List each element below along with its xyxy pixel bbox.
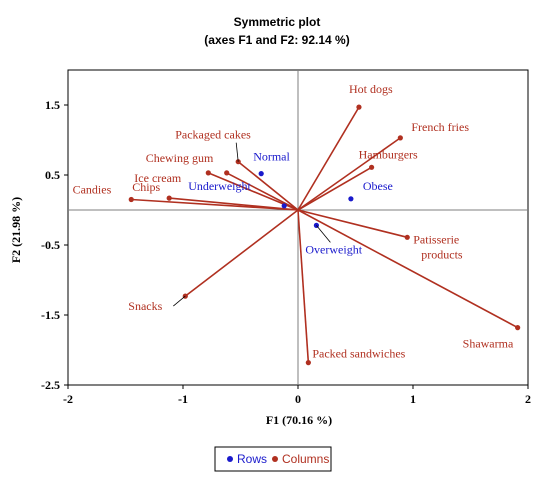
point-candies: [128, 196, 134, 203]
point-chewing-gum: [224, 170, 230, 176]
point-shawarma: [515, 325, 521, 331]
chart-subtitle: (axes F1 and F2: 92.14 %): [204, 33, 349, 47]
vector-chewing-gum: [226, 172, 299, 211]
point-normal: [258, 171, 264, 177]
label-snacks: Snacks: [128, 299, 162, 313]
point-hamburgers: [369, 164, 375, 170]
label-ice-cream: Ice cream: [134, 171, 182, 185]
point-patisserie-products: [404, 234, 410, 240]
leader-packaged-cakes: [235, 142, 239, 162]
label-hot-dogs: Hot dogs: [349, 82, 393, 96]
y-tick-label: -0.5: [41, 238, 60, 252]
x-tick-label: -1: [178, 392, 188, 406]
x-axis-label: F1 (70.16 %): [266, 413, 332, 427]
vector-french-fries: [297, 137, 401, 211]
label-french-fries: French fries: [411, 120, 469, 134]
x-tick-label: 1: [410, 392, 416, 406]
vector-candies: [131, 198, 299, 211]
leader-overweight: [316, 225, 331, 243]
point-ice-cream: [205, 170, 211, 176]
chart-title: Symmetric plot: [234, 15, 321, 29]
label-candies: Candies: [73, 183, 112, 197]
vector-snacks: [184, 209, 299, 297]
label-normal: Normal: [253, 150, 290, 164]
y-tick-label: -1.5: [41, 308, 60, 322]
y-axis-label: F2 (21.98 %): [9, 197, 23, 263]
label-obese: Obese: [363, 179, 393, 193]
legend-columns-marker: [272, 456, 278, 462]
legend: Rows Columns: [214, 446, 332, 472]
y-tick-label: 0.5: [45, 168, 60, 182]
legend-rows-marker: [227, 456, 233, 462]
label-packaged-cakes: Packaged cakes: [175, 128, 251, 142]
point-chips: [166, 195, 172, 201]
label-hamburgers: Hamburgers: [359, 147, 418, 161]
label-packed-sandwiches: Packed sandwiches: [312, 347, 405, 361]
vector-hot-dogs: [297, 106, 360, 211]
point-hot-dogs: [356, 104, 362, 110]
point-packed-sandwiches: [305, 360, 311, 366]
vector-patisserie-products: [297, 209, 408, 239]
x-tick-label: 0: [295, 392, 301, 406]
vector-shawarma: [297, 209, 519, 329]
vector-hamburgers: [297, 166, 373, 211]
label-patisserie-products: Patisserie products: [413, 232, 463, 261]
label-chewing-gum: Chewing gum: [146, 151, 214, 165]
legend-columns-label: Columns: [282, 452, 329, 466]
point-underweight: [281, 203, 287, 209]
point-obese: [348, 196, 354, 202]
x-tick-label: 2: [525, 392, 531, 406]
y-tick-label: 1.5: [45, 98, 60, 112]
label-overweight: Overweight: [305, 242, 362, 256]
point-french-fries: [397, 135, 403, 141]
label-shawarma: Shawarma: [463, 337, 514, 351]
leader-snacks: [173, 295, 186, 307]
x-tick-label: -2: [63, 392, 73, 406]
plot-area: -2 -1 0 1 2 -2.5 -1.5 -0.5 0.5 1.5 Normal Underweig…: [41, 69, 531, 406]
label-chips: Chips: [132, 180, 160, 194]
vector-packaged-cakes: [237, 161, 299, 211]
label-underweight: Underweight: [188, 179, 251, 193]
y-tick-label: -2.5: [41, 378, 60, 392]
vector-packed-sandwiches: [297, 209, 310, 363]
legend-rows-label: Rows: [237, 452, 267, 466]
